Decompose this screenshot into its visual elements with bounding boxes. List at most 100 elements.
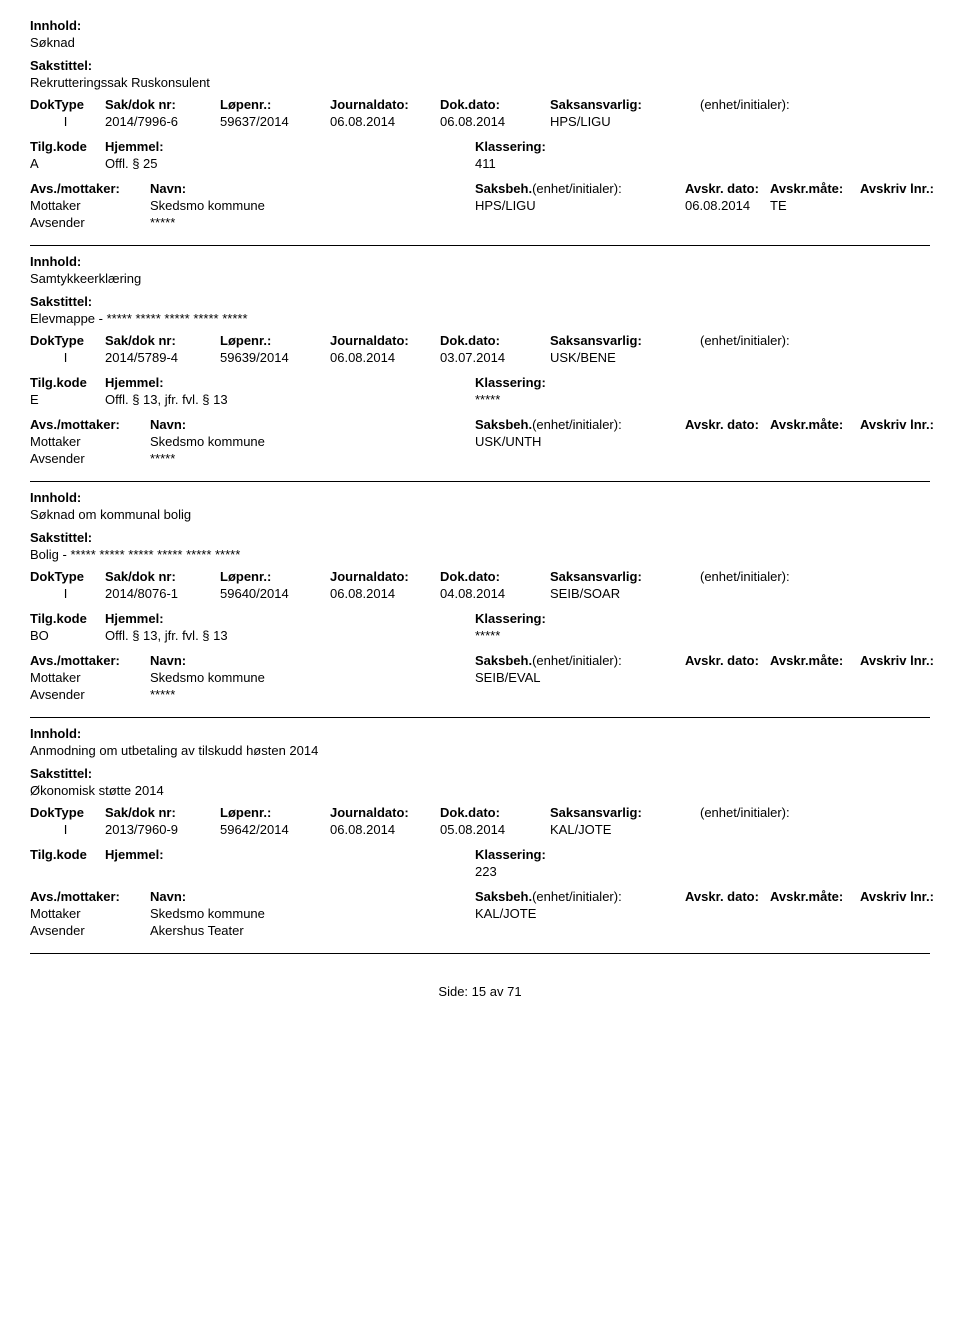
- party-header-row: Avs./mottaker: Navn: Saksbeh.(enhet/init…: [30, 180, 930, 197]
- sakdok-header: Sak/dok nr:: [105, 332, 220, 349]
- avskrmate-value: [770, 669, 860, 686]
- saksansvarlig-value: KAL/JOTE: [550, 821, 700, 838]
- tilgkode-value: A: [30, 155, 105, 172]
- tilgkode-header: Tilg.kode: [30, 374, 105, 391]
- avskrdato-header: Avskr. dato:: [685, 652, 770, 669]
- saksansvarlig-value: SEIB/SOAR: [550, 585, 700, 602]
- doktype-value: I: [30, 585, 105, 602]
- klassering-value: 223: [475, 863, 875, 880]
- journaldato-header: Journaldato:: [330, 804, 440, 821]
- klassering-value: 411: [475, 155, 875, 172]
- saksbeh-header: Saksbeh.(enhet/initialer):: [475, 888, 685, 905]
- avskrdato-value: [685, 669, 770, 686]
- doc-header-row: DokType Sak/dok nr: Løpenr.: Journaldato…: [30, 96, 930, 113]
- dokdato-value: 06.08.2014: [440, 113, 550, 130]
- sakdok-header: Sak/dok nr:: [105, 568, 220, 585]
- sakstittel-value: Rekrutteringssak Ruskonsulent: [30, 75, 930, 90]
- navn-header: Navn:: [150, 416, 475, 433]
- sakstittel-label: Sakstittel:: [30, 766, 930, 781]
- sakdok-header: Sak/dok nr:: [105, 804, 220, 821]
- avsender-navn: *****: [150, 214, 475, 231]
- doktype-value: I: [30, 113, 105, 130]
- dokdato-header: Dok.dato:: [440, 332, 550, 349]
- dokdato-value: 04.08.2014: [440, 585, 550, 602]
- avsender-row: Avsender *****: [30, 214, 930, 231]
- avskrdato-value: 06.08.2014: [685, 197, 770, 214]
- mottaker-navn: Skedsmo kommune: [150, 905, 475, 922]
- avskrmate-header: Avskr.måte:: [770, 416, 860, 433]
- tilgkode-value: E: [30, 391, 105, 408]
- sakdok-value: 2014/5789-4: [105, 349, 220, 366]
- innhold-value: Anmodning om utbetaling av tilskudd høst…: [30, 743, 930, 758]
- klassering-value: *****: [475, 627, 875, 644]
- avskrdato-header: Avskr. dato:: [685, 888, 770, 905]
- tilg-header-row: Tilg.kode Hjemmel: Klassering:: [30, 846, 930, 863]
- doc-header-row: DokType Sak/dok nr: Løpenr.: Journaldato…: [30, 332, 930, 349]
- avsender-label: Avsender: [30, 450, 150, 467]
- doc-value-row: I 2014/8076-1 59640/2014 06.08.2014 04.0…: [30, 585, 930, 602]
- page-total: 71: [507, 984, 521, 999]
- avskrivlnr-value: [860, 669, 950, 686]
- page-footer: Side: 15 av 71: [30, 984, 930, 999]
- lopenr-header: Løpenr.:: [220, 568, 330, 585]
- hjemmel-header: Hjemmel:: [105, 610, 475, 627]
- avskrmate-value: [770, 905, 860, 922]
- tilgkode-value: [30, 863, 105, 880]
- enhet-header: (enhet/initialer):: [700, 804, 820, 821]
- avsmottaker-header: Avs./mottaker:: [30, 416, 150, 433]
- saksbeh-value: HPS/LIGU: [475, 197, 685, 214]
- doc-value-row: I 2013/7960-9 59642/2014 06.08.2014 05.0…: [30, 821, 930, 838]
- mottaker-row: Mottaker Skedsmo kommune SEIB/EVAL: [30, 669, 930, 686]
- party-header-row: Avs./mottaker: Navn: Saksbeh.(enhet/init…: [30, 888, 930, 905]
- avskrdato-header: Avskr. dato:: [685, 416, 770, 433]
- tilgkode-header: Tilg.kode: [30, 846, 105, 863]
- journal-entry: Innhold: Søknad Sakstittel: Rekruttering…: [30, 18, 930, 246]
- journal-entry: Innhold: Søknad om kommunal bolig Saksti…: [30, 490, 930, 718]
- navn-header: Navn:: [150, 180, 475, 197]
- avsender-row: Avsender *****: [30, 686, 930, 703]
- tilgkode-value: BO: [30, 627, 105, 644]
- lopenr-header: Løpenr.:: [220, 96, 330, 113]
- saksansvarlig-header: Saksansvarlig:: [550, 332, 700, 349]
- navn-header: Navn:: [150, 888, 475, 905]
- sakdok-value: 2013/7960-9: [105, 821, 220, 838]
- mottaker-row: Mottaker Skedsmo kommune KAL/JOTE: [30, 905, 930, 922]
- hjemmel-value: Offl. § 13, jfr. fvl. § 13: [105, 627, 475, 644]
- party-header-row: Avs./mottaker: Navn: Saksbeh.(enhet/init…: [30, 416, 930, 433]
- saksbeh-value: USK/UNTH: [475, 433, 685, 450]
- avskrivlnr-header: Avskriv lnr.:: [860, 888, 950, 905]
- hjemmel-header: Hjemmel:: [105, 138, 475, 155]
- sakstittel-label: Sakstittel:: [30, 530, 930, 545]
- klassering-value: *****: [475, 391, 875, 408]
- avsmottaker-header: Avs./mottaker:: [30, 652, 150, 669]
- avskrmate-header: Avskr.måte:: [770, 652, 860, 669]
- innhold-label: Innhold:: [30, 18, 930, 33]
- sakstittel-label: Sakstittel:: [30, 294, 930, 309]
- innhold-label: Innhold:: [30, 726, 930, 741]
- avsmottaker-header: Avs./mottaker:: [30, 888, 150, 905]
- enhet-value: [700, 349, 820, 351]
- sakdok-value: 2014/8076-1: [105, 585, 220, 602]
- hjemmel-value: [105, 863, 475, 880]
- navn-header: Navn:: [150, 652, 475, 669]
- hjemmel-header: Hjemmel:: [105, 846, 475, 863]
- doktype-header: DokType: [30, 568, 105, 585]
- lopenr-value: 59637/2014: [220, 113, 330, 130]
- avsender-label: Avsender: [30, 922, 150, 939]
- mottaker-label: Mottaker: [30, 433, 150, 450]
- doktype-header: DokType: [30, 804, 105, 821]
- doktype-header: DokType: [30, 96, 105, 113]
- saksbeh-value: KAL/JOTE: [475, 905, 685, 922]
- klassering-header: Klassering:: [475, 138, 875, 155]
- avskrdato-value: [685, 905, 770, 922]
- avsender-navn: *****: [150, 450, 475, 467]
- dokdato-value: 03.07.2014: [440, 349, 550, 366]
- dokdato-header: Dok.dato:: [440, 96, 550, 113]
- journaldato-header: Journaldato:: [330, 332, 440, 349]
- enhet-value: [700, 821, 820, 823]
- avskrmate-value: TE: [770, 197, 860, 214]
- klassering-header: Klassering:: [475, 846, 875, 863]
- avsmottaker-header: Avs./mottaker:: [30, 180, 150, 197]
- sakdok-value: 2014/7996-6: [105, 113, 220, 130]
- hjemmel-value: Offl. § 13, jfr. fvl. § 13: [105, 391, 475, 408]
